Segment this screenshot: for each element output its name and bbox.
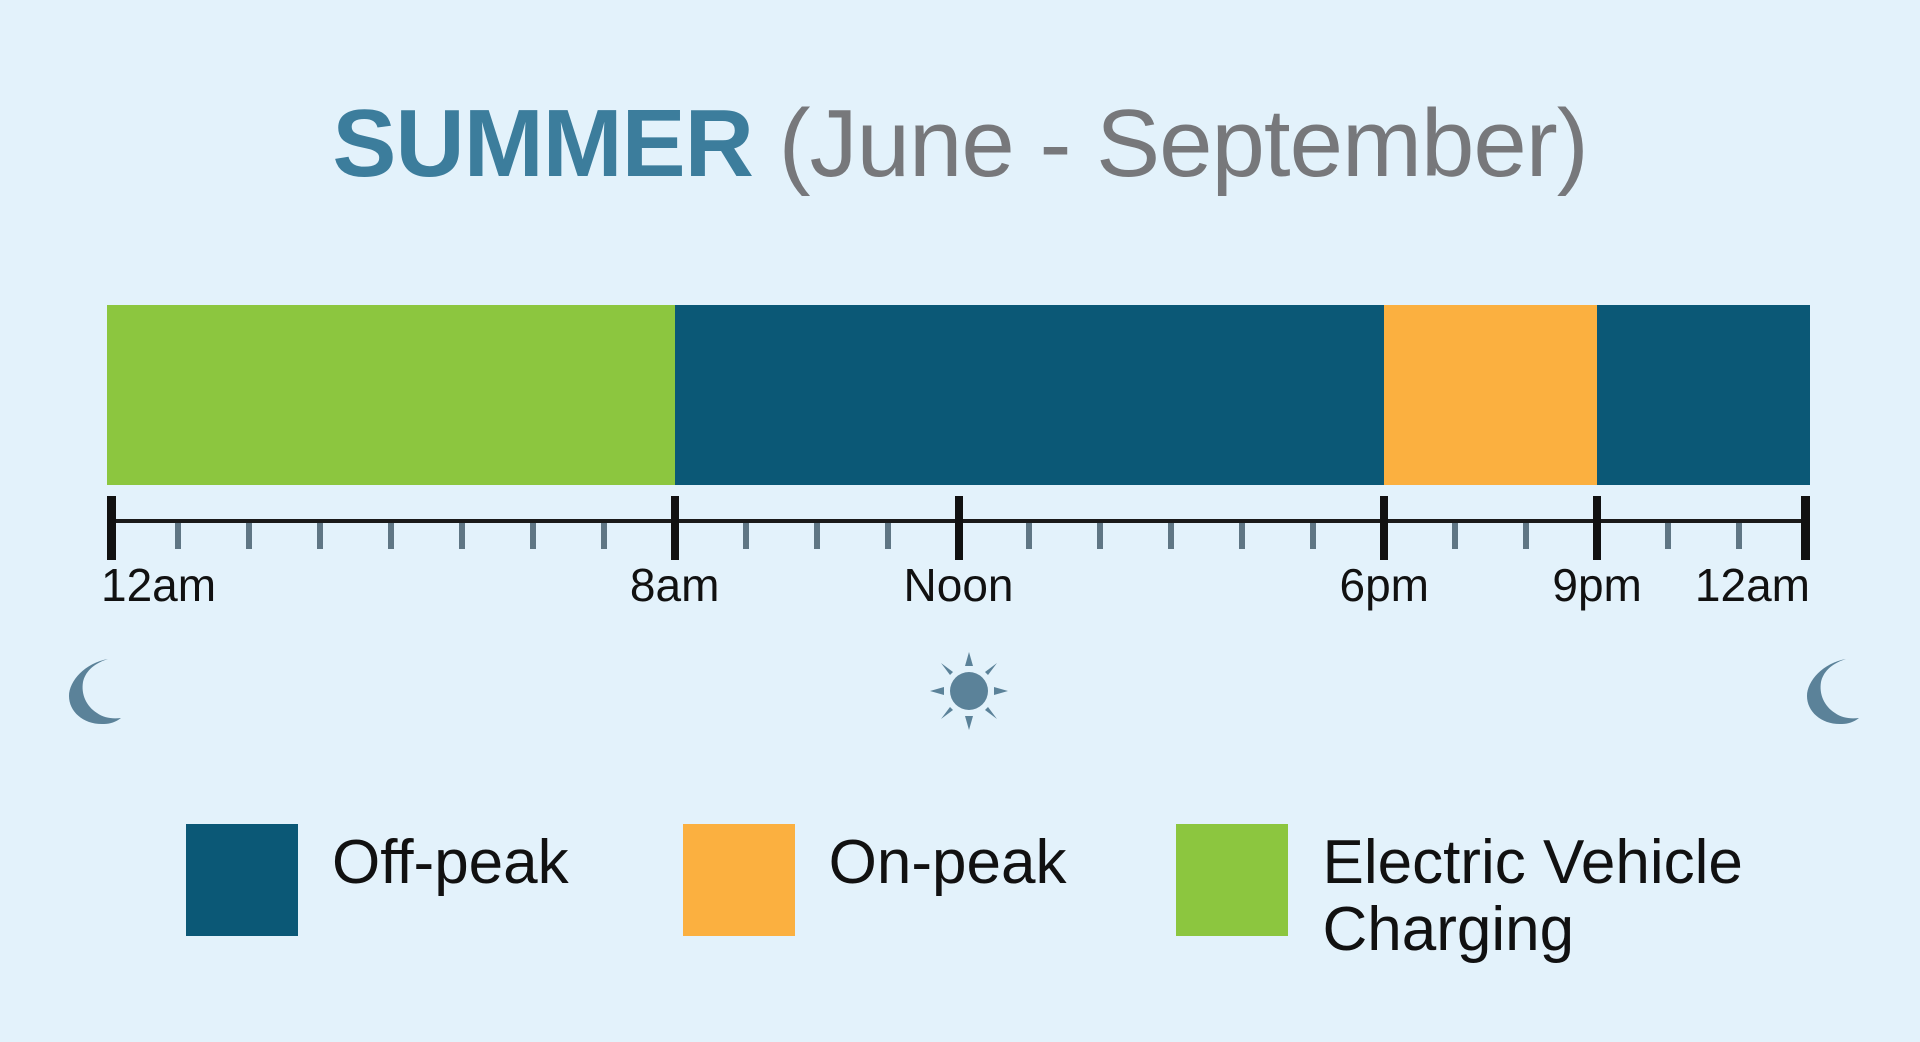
timeline-bar [107, 305, 1810, 485]
ev-charging-swatch [1176, 824, 1289, 936]
axis-tick-major [1801, 496, 1810, 560]
axis-tick-major [670, 496, 679, 560]
legend-label: On-peak [828, 828, 1067, 897]
title-months: (June - September) [752, 90, 1589, 197]
axis-tick-minor [600, 523, 607, 549]
axis-tick-minor [884, 523, 891, 549]
axis-label-6pm: 6pm [1339, 559, 1429, 611]
axis-tick-minor [245, 523, 252, 549]
axis-tick-minor [1523, 523, 1530, 549]
axis-tick-minor [529, 523, 536, 549]
axis-label-12am: 12am [101, 559, 217, 611]
axis-tick-minor [316, 523, 323, 549]
legend-label: Electric Vehicle Charging [1322, 828, 1743, 964]
legend: Off-peak On-peak Electric Vehicle Charging [186, 824, 1743, 964]
axis-tick-minor [174, 523, 181, 549]
axis-label-9pm: 9pm [1552, 559, 1642, 611]
axis-tick-major [107, 496, 116, 560]
title-season: SUMMER [332, 90, 754, 197]
axis-tick-minor [1168, 523, 1175, 549]
axis-label-noon: Noon [903, 559, 1014, 611]
axis-tick-major [1593, 496, 1602, 560]
axis-label-8am: 8am [629, 559, 720, 611]
bar-segment-off-peak [674, 305, 1385, 485]
sun-icon [930, 652, 1008, 730]
axis-tick-minor [387, 523, 394, 549]
axis-tick-minor [1097, 523, 1104, 549]
legend-item: Off-peak [186, 824, 569, 936]
axis-tick-minor [1665, 523, 1672, 549]
moon-icon [52, 652, 126, 730]
off-peak-swatch [186, 824, 298, 936]
axis-tick-minor [1452, 523, 1459, 549]
bar-segment-off-peak [1597, 305, 1810, 485]
legend-item: Electric Vehicle Charging [1176, 824, 1743, 964]
axis-tick-minor [742, 523, 749, 549]
page-title: SUMMER (June - September) [0, 93, 1920, 195]
bar-segment-on-peak [1384, 305, 1598, 485]
axis-tick-minor [1026, 523, 1033, 549]
legend-item: On-peak [682, 824, 1067, 936]
axis-tick-minor [813, 523, 820, 549]
axis-tick-minor [1239, 523, 1246, 549]
axis-tick-minor [1736, 523, 1743, 549]
bar-segment-electric-vehicle-charging [107, 305, 675, 485]
legend-label: Off-peak [332, 828, 569, 897]
axis-tick-major [1380, 496, 1389, 560]
axis-tick-minor [458, 523, 465, 549]
moon-icon [1790, 652, 1864, 730]
axis-tick-minor [1310, 523, 1317, 549]
axis-tick-major [954, 496, 963, 560]
on-peak-swatch [682, 824, 795, 936]
axis-label-12am: 12am [1694, 559, 1810, 611]
